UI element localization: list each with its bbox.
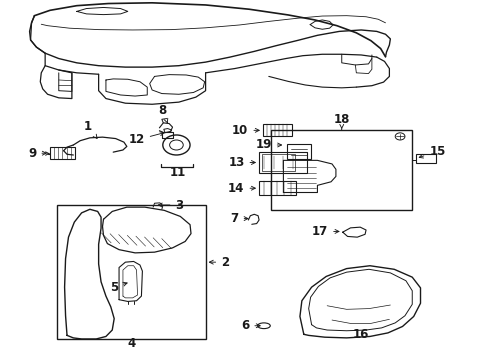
Text: 15: 15 <box>418 145 445 158</box>
Bar <box>263 124 291 136</box>
Bar <box>287 144 310 158</box>
Bar <box>271 130 411 210</box>
Bar <box>259 152 306 173</box>
Bar <box>57 205 205 339</box>
Bar <box>415 154 435 163</box>
Text: 13: 13 <box>228 156 255 169</box>
Text: 11: 11 <box>169 166 185 179</box>
Text: 14: 14 <box>228 182 255 195</box>
Bar <box>50 147 75 159</box>
Text: 1: 1 <box>84 120 97 139</box>
Text: 7: 7 <box>230 212 247 225</box>
Text: 12: 12 <box>128 132 163 147</box>
Text: 19: 19 <box>255 139 281 152</box>
Text: 2: 2 <box>209 256 229 269</box>
Text: 17: 17 <box>311 225 338 238</box>
Text: 3: 3 <box>158 198 183 212</box>
Bar <box>259 181 295 195</box>
Text: 16: 16 <box>352 328 368 341</box>
Text: 9: 9 <box>28 147 46 160</box>
Text: 10: 10 <box>232 124 259 137</box>
Text: 5: 5 <box>110 281 127 294</box>
Text: 4: 4 <box>127 337 136 350</box>
Bar <box>262 154 294 171</box>
Text: 6: 6 <box>241 319 260 332</box>
Text: 8: 8 <box>159 104 167 123</box>
Text: 18: 18 <box>333 113 349 129</box>
